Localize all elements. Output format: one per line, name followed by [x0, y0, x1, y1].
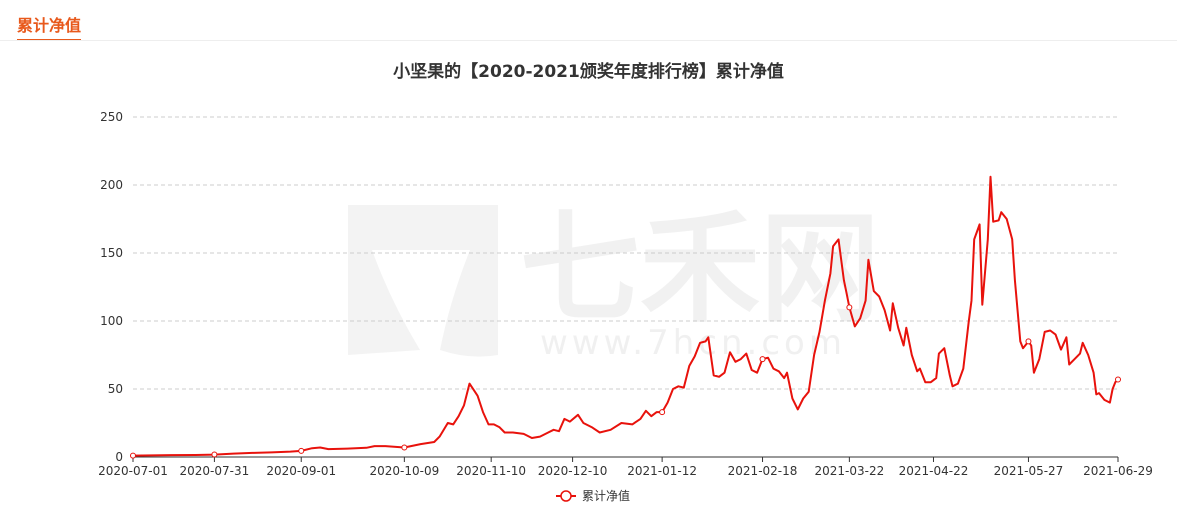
y-tick-label: 50 — [108, 382, 123, 396]
x-tick-label: 2021-04-22 — [899, 464, 969, 478]
data-point-marker[interactable] — [211, 451, 218, 458]
y-tick-label: 200 — [100, 178, 123, 192]
x-tick-label: 2021-06-29 — [1083, 464, 1153, 478]
grid — [133, 116, 1118, 390]
data-point-marker[interactable] — [659, 409, 666, 416]
x-tick-label: 2021-01-12 — [627, 464, 697, 478]
data-point-marker[interactable] — [1025, 338, 1032, 345]
series-cumulative-nav — [130, 175, 1121, 459]
chart-title: 小坚果的【2020-2021颁奖年度排行榜】累计净值 — [393, 62, 784, 82]
y-tick-label: 250 — [100, 110, 123, 124]
header-divider — [0, 40, 1177, 41]
x-tick-label: 2020-12-10 — [538, 464, 608, 478]
x-tick-label: 2020-07-31 — [180, 464, 250, 478]
legend[interactable]: 累计净值 — [556, 488, 630, 503]
y-tick-label: 150 — [100, 246, 123, 260]
watermark-logo-icon — [348, 205, 498, 357]
data-point-marker[interactable] — [1115, 376, 1121, 383]
data-point-marker[interactable] — [401, 444, 408, 451]
data-point-marker[interactable] — [130, 452, 136, 459]
series-line — [132, 175, 1119, 457]
data-point-marker[interactable] — [298, 447, 305, 454]
y-tick-label: 100 — [100, 314, 123, 328]
x-tick-label: 2020-10-09 — [369, 464, 439, 478]
x-tick-label: 2020-09-01 — [266, 464, 336, 478]
panel-header: 累计净值 — [0, 0, 1177, 41]
data-point-marker[interactable] — [759, 356, 766, 363]
legend-marker-icon — [560, 490, 572, 502]
watermark-url: www.7hcn.com — [540, 323, 846, 363]
data-point-marker[interactable] — [846, 304, 853, 311]
watermark: 七禾网 www.7hcn.com — [348, 200, 880, 363]
x-tick-label: 2021-05-27 — [994, 464, 1064, 478]
x-tick-label: 2020-07-01 — [98, 464, 168, 478]
y-tick-label: 0 — [115, 450, 123, 464]
legend-label[interactable]: 累计净值 — [582, 488, 630, 503]
watermark-brand: 七禾网 — [520, 200, 880, 339]
x-tick-label: 2021-02-18 — [728, 464, 798, 478]
x-tick-label: 2021-03-22 — [814, 464, 884, 478]
axes: 0 50 100 150 200 250 2020-07-01 2020-07-31 2020-… — [98, 110, 1153, 478]
x-tick-label: 2020-11-10 — [456, 464, 526, 478]
